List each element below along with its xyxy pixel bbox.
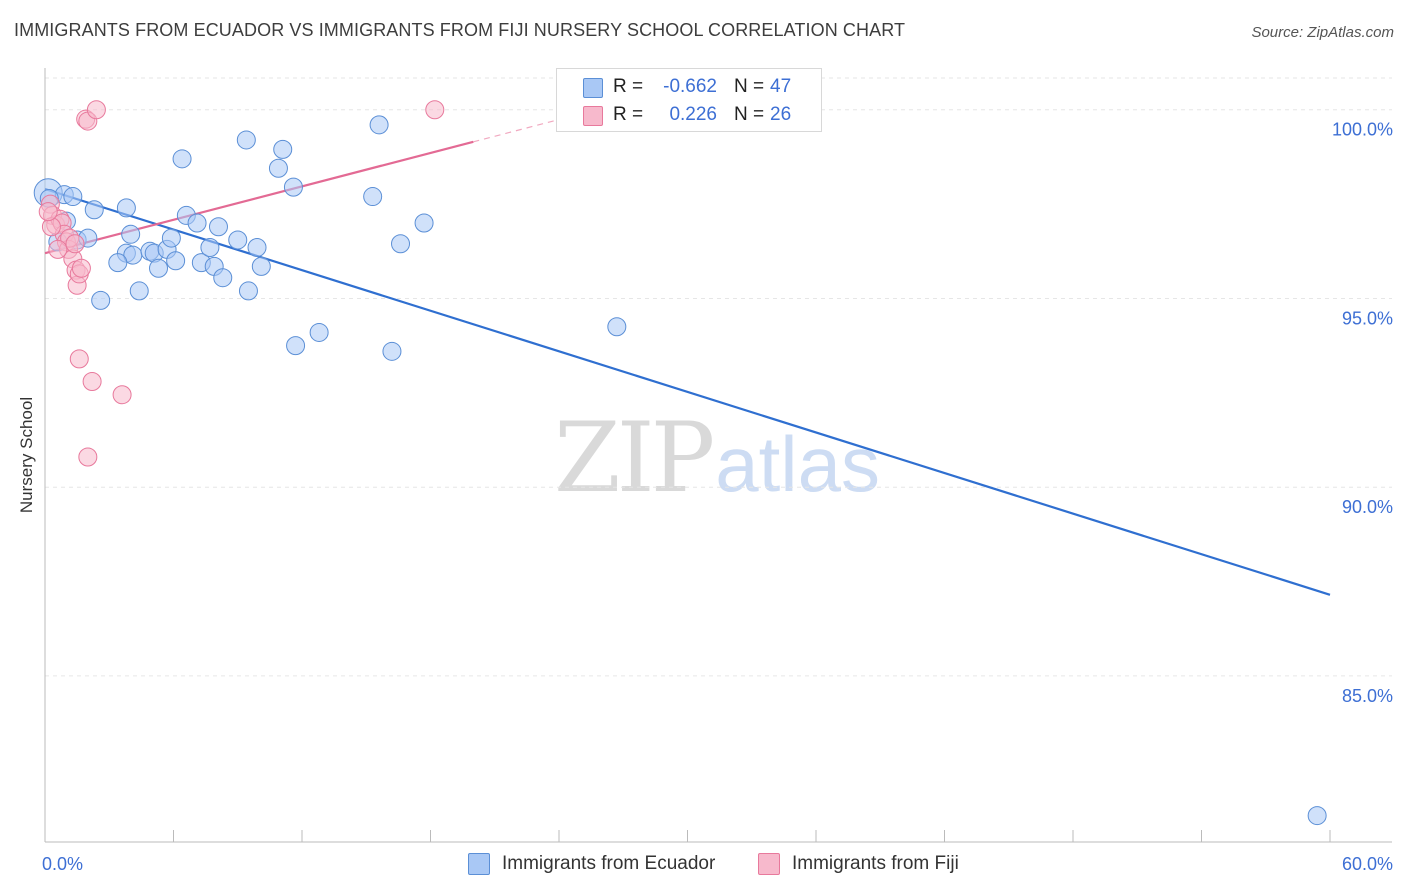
source-credit: Source: ZipAtlas.com xyxy=(1251,24,1394,41)
data-point-ecuador xyxy=(121,224,141,244)
y-tick-label: 95.0% xyxy=(1342,308,1393,328)
legend-swatch-ecuador xyxy=(468,853,490,875)
legend-n-value: 26 xyxy=(770,104,792,125)
data-point-fiji xyxy=(69,349,89,369)
data-point-ecuador xyxy=(273,139,293,159)
y-tick-label: 100.0% xyxy=(1332,120,1393,140)
data-point-fiji xyxy=(112,385,132,405)
data-point-ecuador xyxy=(200,238,220,258)
data-point-ecuador xyxy=(228,230,248,250)
data-point-ecuador xyxy=(414,213,434,233)
data-point-ecuador xyxy=(172,149,192,169)
legend-r-label: R = xyxy=(613,104,644,125)
data-point-ecuador xyxy=(187,213,207,233)
data-point-ecuador xyxy=(208,217,228,237)
data-point-ecuador xyxy=(251,256,271,276)
data-point-ecuador xyxy=(161,228,181,248)
legend-n-label: N = xyxy=(734,104,765,125)
data-point-ecuador xyxy=(213,268,233,288)
data-point-ecuador xyxy=(391,234,411,254)
chart-title: IMMIGRANTS FROM ECUADOR VS IMMIGRANTS FR… xyxy=(14,20,906,40)
legend-n-value: 47 xyxy=(770,76,792,97)
legend-swatch-ecuador xyxy=(583,78,603,98)
watermark-atlas: atlas xyxy=(715,420,880,508)
data-point-ecuador xyxy=(382,341,402,361)
x-tick-label: 0.0% xyxy=(42,854,83,874)
trend-line-ecuador xyxy=(44,187,1331,596)
trend-lines xyxy=(44,102,1331,596)
data-point-fiji xyxy=(38,202,58,222)
data-point-ecuador xyxy=(91,290,111,310)
trend-line-fiji-extension xyxy=(473,102,624,143)
legend-row-fiji: R = 0.226 N = 26 xyxy=(557,101,821,127)
data-point-ecuador xyxy=(363,187,383,207)
legend-swatch-fiji xyxy=(758,853,780,875)
watermark-zip: ZIP xyxy=(554,402,715,514)
legend-label-fiji: Immigrants from Fiji xyxy=(792,853,959,874)
data-point-ecuador xyxy=(116,198,136,218)
legend-label-ecuador: Immigrants from Ecuador xyxy=(502,853,716,874)
data-point-ecuador xyxy=(369,115,389,135)
legend-r-value: 0.226 xyxy=(669,104,717,125)
data-point-fiji xyxy=(78,447,98,467)
data-point-fiji xyxy=(86,100,106,120)
data-points xyxy=(33,100,1327,826)
data-point-ecuador xyxy=(607,317,627,337)
data-point-fiji xyxy=(48,239,68,259)
y-tick-label: 85.0% xyxy=(1342,686,1393,706)
grid-lines xyxy=(45,77,1392,677)
data-point-fiji xyxy=(71,258,91,278)
y-tick-label: 90.0% xyxy=(1342,497,1393,517)
data-point-ecuador xyxy=(63,187,83,207)
data-point-ecuador xyxy=(129,281,149,301)
data-point-fiji xyxy=(82,372,102,392)
data-point-ecuador xyxy=(238,281,258,301)
x-tick-label: 60.0% xyxy=(1342,854,1393,874)
trend-line-fiji xyxy=(44,140,474,255)
legend-r-value: -0.662 xyxy=(663,76,717,97)
data-point-ecuador xyxy=(268,158,288,178)
stats-legend: R = -0.662 N = 47 R = 0.226 N = 26 xyxy=(556,68,822,132)
data-point-fiji xyxy=(65,234,85,254)
data-point-ecuador xyxy=(1307,806,1327,826)
tick-labels: 100.0% 95.0% 90.0% 85.0% 0.0% 60.0% xyxy=(42,120,1393,874)
data-point-ecuador xyxy=(84,200,104,220)
data-point-ecuador xyxy=(236,130,256,150)
data-point-ecuador xyxy=(247,238,267,258)
watermark: ZIPatlas xyxy=(554,402,880,514)
legend-n-label: N = xyxy=(734,76,765,97)
data-point-fiji xyxy=(425,100,445,120)
legend-r-label: R = xyxy=(613,76,644,97)
data-point-ecuador xyxy=(283,177,303,197)
data-point-ecuador xyxy=(149,258,169,278)
data-point-ecuador xyxy=(166,251,186,271)
legend-row-ecuador: R = -0.662 N = 47 xyxy=(557,73,821,99)
data-point-ecuador xyxy=(108,253,128,273)
axes xyxy=(44,68,1392,843)
data-point-ecuador xyxy=(286,336,306,356)
data-point-ecuador xyxy=(309,322,329,342)
legend-swatch-fiji xyxy=(583,106,603,126)
